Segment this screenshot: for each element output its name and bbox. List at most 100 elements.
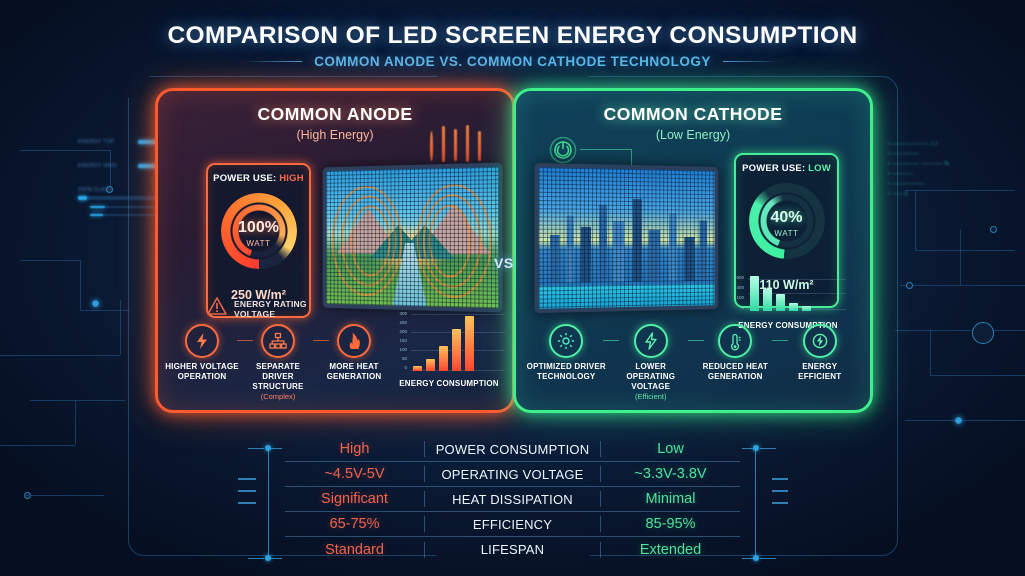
table-row: ~4.5V-5V OPERATING VOLTAGE ~3.3V-3.8V <box>285 462 740 487</box>
eco-bolt-icon <box>802 324 837 358</box>
hierarchy-structure-icon <box>261 324 295 358</box>
energy-rating-note-left: ENERGY RATING VOLTAGE <box>206 296 307 321</box>
power-gauge-right: 40% WATT <box>748 183 825 259</box>
bar <box>426 359 435 371</box>
cell-cathode: Extended <box>600 541 740 558</box>
table-row: Significant HEAT DISSIPATION Minimal <box>285 487 740 512</box>
feature-optimized-driver: OPTIMIZED DRIVER TECHNOLOGY <box>526 324 620 382</box>
vs-divider-label: VS <box>494 255 514 271</box>
cell-cathode: Low <box>600 441 740 457</box>
energy-rating-note-text: ENERGY RATING VOLTAGE <box>234 298 307 319</box>
warning-triangle-icon <box>206 296 228 321</box>
connector-dash <box>603 340 620 341</box>
power-use-value-right: LOW <box>808 163 831 174</box>
gauge-inner-ring <box>748 183 825 259</box>
feature-reduced-heat: REDUCED HEAT GENERATION <box>695 324 789 382</box>
bar <box>465 315 474 371</box>
gear-icon <box>549 324 584 358</box>
bar <box>776 294 785 311</box>
feature-note: (Complex) <box>260 392 296 401</box>
cell-cathode: Minimal <box>600 491 740 507</box>
page-title: COMPARISON OF LED SCREEN ENERGY CONSUMPT… <box>167 22 858 49</box>
gauge-value-right: 40% <box>770 209 803 226</box>
feature-label: SEPARATE DRIVER STRUCTURE <box>252 362 304 391</box>
thermometer-icon <box>718 324 753 358</box>
cell-metric: OPERATING VOLTAGE <box>441 466 584 482</box>
led-screen-cityscape <box>534 162 719 314</box>
cell-anode: 65-75% <box>285 516 425 532</box>
feature-row-right: OPTIMIZED DRIVER TECHNOLOGY LOWER OPERAT… <box>524 324 862 402</box>
page-subtitle-row: COMMON ANODE VS. COMMON CATHODE TECHNOLO… <box>0 54 1025 69</box>
subtitle-rule-right <box>722 61 781 62</box>
feature-label: MORE HEAT GENERATION <box>326 362 382 381</box>
feature-note: (Efficient) <box>634 392 667 401</box>
bar <box>789 303 798 311</box>
panel-common-cathode: COMMON CATHODE (Low Energy) <box>513 88 873 413</box>
connector-dash <box>687 340 704 341</box>
power-stat-box-left: POWER USE: HIGH 100% WATT 250 W/m² <box>206 163 311 318</box>
cell-cathode: 85-95% <box>600 516 740 532</box>
pixel-grid-overlay <box>326 166 499 309</box>
panel-right-subtitle: (Low Energy) <box>655 128 731 142</box>
led-screen-landscape <box>322 162 503 313</box>
table-row: High POWER CONSUMPTION Low <box>285 437 740 462</box>
chart-title-right: ENERGY CONSUMPTION <box>738 321 838 330</box>
cell-anode: Significant <box>285 491 425 507</box>
cell-metric: EFFICIENCY <box>472 516 553 532</box>
table-row: 65-75% EFFICIENCY 85-95% <box>285 512 740 537</box>
feature-label: OPTIMIZED DRIVER TECHNOLOGY <box>526 362 606 381</box>
feature-lower-voltage: LOWER OPERATING VOLTAGE (Efficient) <box>611 324 704 402</box>
connector-dash <box>237 340 253 341</box>
feature-separate-driver: SEPARATE DRIVER STRUCTURE (Complex) <box>240 324 329 402</box>
panel-left-title: COMMON ANODE <box>257 104 413 124</box>
connector-line <box>580 149 632 150</box>
panel-common-anode: COMMON ANODE (High Energy) <box>155 88 515 413</box>
chart-title-left: ENERGY CONSUMPTION <box>399 379 499 388</box>
feature-label: REDUCED HEAT GENERATION <box>702 362 768 381</box>
gauge-value-left: 100% <box>238 219 279 236</box>
cell-metric: HEAT DISSIPATION <box>452 491 573 507</box>
cell-anode: ~4.5V-5V <box>285 466 425 482</box>
feature-row-left: HIGHER VOLTAGE OPERATION SEPARATE DRIVER… <box>164 324 392 402</box>
cell-anode: Standard <box>285 541 425 558</box>
power-use-label-left: POWER USE: HIGH <box>213 173 304 184</box>
gauge-unit-left: WATT <box>246 239 271 248</box>
cell-cathode: ~3.3V-3.8V <box>600 466 740 482</box>
power-gauge-left: 100% WATT <box>220 193 297 269</box>
gauge-footer-right: 110 W/m² <box>759 278 814 292</box>
panel-left-subtitle: (High Energy) <box>296 128 374 142</box>
energy-consumption-chart-right: 600 400 100 0 ENERGY CONSUMPTION <box>730 273 846 330</box>
gauge-unit-right: WATT <box>774 229 799 238</box>
power-use-value-left: HIGH <box>279 173 304 184</box>
feature-label: HIGHER VOLTAGE OPERATION <box>165 362 239 381</box>
feature-label: ENERGY EFFICIENT <box>798 362 842 381</box>
power-use-label-right: POWER USE: LOW <box>742 163 831 174</box>
bar <box>802 305 811 311</box>
bar <box>750 276 759 311</box>
flame-icon <box>337 324 371 358</box>
connector-dash <box>313 340 329 341</box>
energy-consumption-chart-left: 300 250 200 150 100 50 0 ENERGY CONSUMPT… <box>393 309 505 388</box>
comparison-table: High POWER CONSUMPTION Low ~4.5V-5V OPER… <box>285 437 740 562</box>
pixel-grid-overlay <box>538 167 715 309</box>
feature-label: LOWER OPERATING VOLTAGE <box>626 362 676 391</box>
panel-right-title: COMMON CATHODE <box>603 104 783 124</box>
feature-more-heat: MORE HEAT GENERATION <box>316 324 392 382</box>
gauge-footer-left: 250 W/m² <box>231 288 286 302</box>
bar <box>763 288 772 311</box>
gauge-inner-ring <box>220 193 297 269</box>
cell-metric: LIFESPAN <box>480 542 545 557</box>
cell-anode: High <box>285 441 425 457</box>
subtitle-rule-left <box>244 61 303 62</box>
bar <box>439 346 448 371</box>
connector-dash <box>772 340 789 341</box>
table-row: Standard LIFESPAN Extended <box>285 537 740 562</box>
lightning-bolt-icon <box>185 324 219 358</box>
bar <box>413 365 422 371</box>
bar <box>452 329 461 371</box>
lightning-bolt-icon <box>633 324 668 358</box>
feature-energy-efficient: ENERGY EFFICIENT <box>780 324 860 382</box>
power-button-icon <box>548 135 578 170</box>
page-subtitle: COMMON ANODE VS. COMMON CATHODE TECHNOLO… <box>314 54 711 69</box>
